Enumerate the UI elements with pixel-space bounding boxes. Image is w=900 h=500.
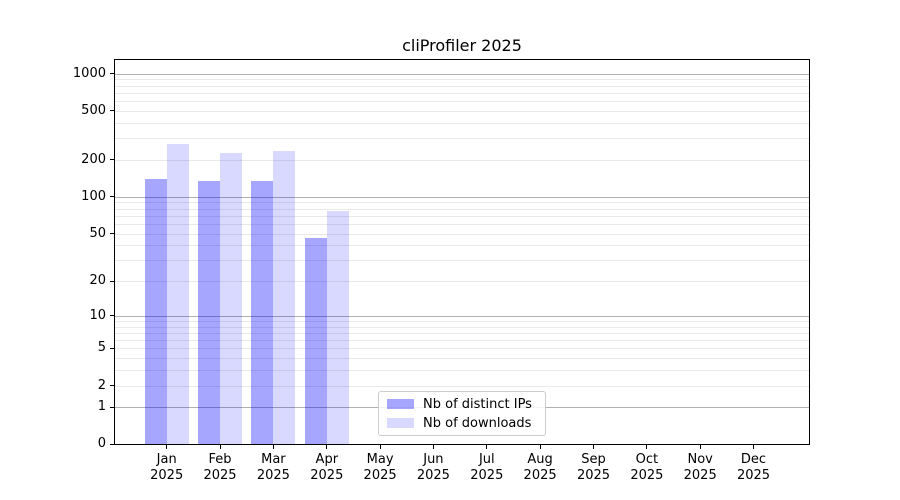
y-gridline-minor [114, 159, 810, 161]
y-tick-label: 2 [97, 377, 106, 393]
y-gridline-minor [114, 85, 810, 87]
bar-distinct-ips-jan [144, 179, 167, 445]
y-gridline-minor [114, 260, 810, 262]
y-tick-label: 10 [89, 307, 106, 323]
y-gridline-minor [114, 320, 810, 322]
y-gridline-minor [114, 385, 810, 387]
x-tick [699, 445, 701, 449]
x-tick [646, 445, 648, 449]
x-tick-label: Oct 2025 [630, 452, 664, 483]
bar-downloads-mar [273, 151, 296, 445]
x-tick-label: Jul 2025 [470, 452, 504, 483]
x-tick-label: May 2025 [363, 452, 397, 483]
y-gridline-minor [114, 348, 810, 350]
legend-label-distinct-ips: Nb of distinct IPs [423, 396, 532, 412]
y-gridline-minor [114, 245, 810, 247]
legend-item-distinct-ips: Nb of distinct IPs [387, 397, 537, 412]
y-tick-label: 1000 [72, 65, 106, 81]
y-tick [110, 443, 114, 445]
x-tick-label: Mar 2025 [256, 452, 290, 483]
y-tick [110, 110, 114, 112]
x-tick [272, 445, 274, 449]
legend-label-downloads: Nb of downloads [423, 415, 532, 431]
y-gridline-minor [114, 208, 810, 210]
y-gridline-major [114, 315, 810, 317]
y-tick [110, 196, 114, 198]
x-tick [219, 445, 221, 449]
y-gridline-minor [114, 326, 810, 328]
y-gridline-minor [114, 281, 810, 283]
y-tick-label: 1 [97, 399, 106, 415]
y-tick-label: 100 [81, 188, 106, 204]
y-gridline-minor [114, 79, 810, 81]
y-tick-label: 500 [81, 102, 106, 118]
y-gridline-minor [114, 358, 810, 360]
y-gridline-minor [114, 340, 810, 341]
x-tick-label: Feb 2025 [203, 452, 237, 483]
y-tick-label: 0 [97, 436, 106, 452]
y-gridline-minor [114, 233, 810, 235]
y-tick [110, 315, 114, 317]
legend-swatch-downloads [387, 418, 414, 428]
bar-distinct-ips-apr [304, 237, 327, 445]
bar-distinct-ips-feb [198, 180, 220, 445]
x-tick-label: Jun 2025 [416, 452, 450, 483]
legend-item-downloads: Nb of downloads [387, 416, 537, 431]
y-tick-label: 200 [81, 151, 106, 167]
x-tick-label: Aug 2025 [523, 452, 557, 483]
y-gridline-minor [114, 92, 810, 94]
y-gridline-minor [114, 215, 810, 217]
bar-distinct-ips-mar [251, 180, 274, 445]
legend: Nb of distinct IPs Nb of downloads [378, 391, 546, 436]
x-tick [753, 445, 754, 449]
y-tick [110, 385, 114, 386]
x-tick-label: Sep 2025 [576, 452, 611, 483]
y-gridline-minor [114, 122, 810, 124]
x-tick [326, 445, 328, 449]
x-tick-label: Nov 2025 [683, 452, 717, 483]
x-tick [486, 445, 488, 449]
y-gridline-minor [114, 110, 810, 112]
y-tick [110, 233, 114, 234]
y-tick [110, 73, 114, 75]
legend-swatch-distinct-ips [387, 399, 414, 409]
x-tick-label: Apr 2025 [310, 452, 344, 483]
y-gridline-minor [114, 202, 810, 204]
x-tick-label: Dec 2025 [736, 452, 771, 483]
bar-downloads-jan [166, 144, 189, 445]
y-tick [110, 159, 114, 161]
y-tick [110, 347, 114, 349]
chart-title: cliProfiler 2025 [402, 36, 522, 55]
x-tick-label: Jan 2025 [150, 452, 184, 483]
y-gridline-major [114, 73, 810, 75]
y-gridline-minor [114, 101, 810, 103]
x-tick [166, 445, 168, 449]
y-gridline-minor [114, 223, 810, 225]
x-tick [539, 445, 541, 449]
bar-downloads-apr [326, 210, 349, 445]
y-gridline-minor [114, 138, 810, 140]
x-tick [379, 445, 381, 449]
y-tick [110, 280, 114, 282]
y-gridline-minor [114, 370, 810, 371]
y-tick-label: 20 [89, 273, 106, 289]
y-tick [110, 406, 114, 408]
x-tick [593, 445, 594, 449]
x-tick [432, 445, 434, 449]
bar-downloads-feb [220, 153, 242, 445]
y-gridline-minor [114, 332, 810, 334]
y-tick-label: 5 [97, 340, 106, 356]
y-tick-label: 50 [89, 225, 106, 241]
y-gridline-major [114, 196, 810, 198]
